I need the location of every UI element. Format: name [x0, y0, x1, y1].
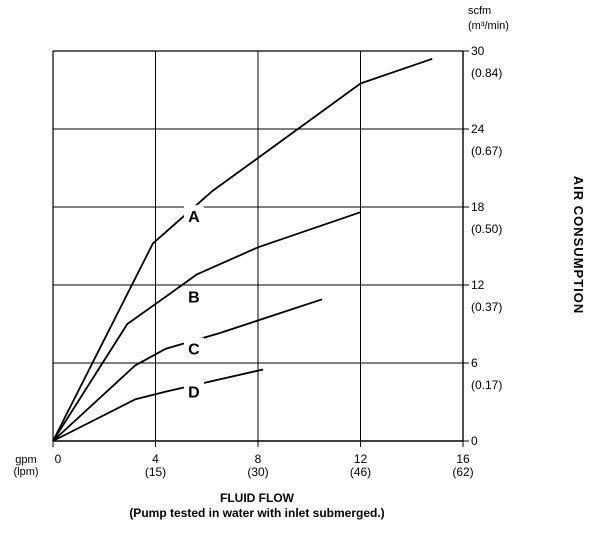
x-axis-note: (Pump tested in water with inlet submerg…	[129, 506, 384, 520]
y-tick-label: 30	[471, 44, 485, 58]
x-unit-primary: gpm	[15, 454, 36, 466]
series-line-c	[52, 298, 323, 442]
y-tick-label: 0	[471, 434, 478, 448]
x-tick-label: 12	[354, 452, 368, 466]
y-tick-label: 6	[471, 356, 478, 370]
series-label-bg-b	[183, 285, 204, 308]
y-unit-secondary: (m³/min)	[468, 20, 509, 32]
y-tick-sublabel: (0.17)	[471, 378, 502, 392]
x-unit-secondary: (lpm)	[13, 466, 38, 478]
y-tick-sublabel: (0.67)	[471, 144, 502, 158]
series-label-bg-a	[183, 205, 204, 228]
series-label-bg-c	[183, 337, 204, 360]
x-tick-sublabel: (46)	[350, 465, 371, 479]
x-tick-label: 8	[255, 452, 262, 466]
y-tick-label: 12	[471, 278, 485, 292]
y-tick-sublabel: (0.50)	[471, 222, 502, 236]
series-line-d	[52, 368, 264, 442]
x-tick-label: 16	[456, 452, 470, 466]
series-label-bg-d	[183, 380, 204, 403]
series-line-a	[52, 57, 433, 442]
y-tick-sublabel: (0.84)	[471, 66, 502, 80]
series-line-b	[52, 211, 361, 442]
y-tick-label: 24	[471, 122, 485, 136]
series-label-d: D	[188, 385, 200, 402]
y-unit-primary: scfm	[468, 5, 491, 17]
y-axis-title: AIR CONSUMPTION	[571, 176, 586, 315]
x-tick-sublabel: (15)	[145, 465, 166, 479]
x-tick-sublabel: (30)	[247, 465, 268, 479]
x-tick-sublabel: (62)	[452, 465, 473, 479]
series-label-a: A	[188, 209, 200, 226]
x-axis-title: FLUID FLOW	[220, 491, 295, 505]
series-label-c: C	[188, 342, 200, 359]
y-tick-label: 18	[471, 200, 485, 214]
y-tick-sublabel: (0.37)	[471, 300, 502, 314]
series-label-b: B	[188, 290, 200, 307]
x-tick-label: 4	[152, 452, 159, 466]
x-tick-label: 0	[55, 452, 62, 466]
